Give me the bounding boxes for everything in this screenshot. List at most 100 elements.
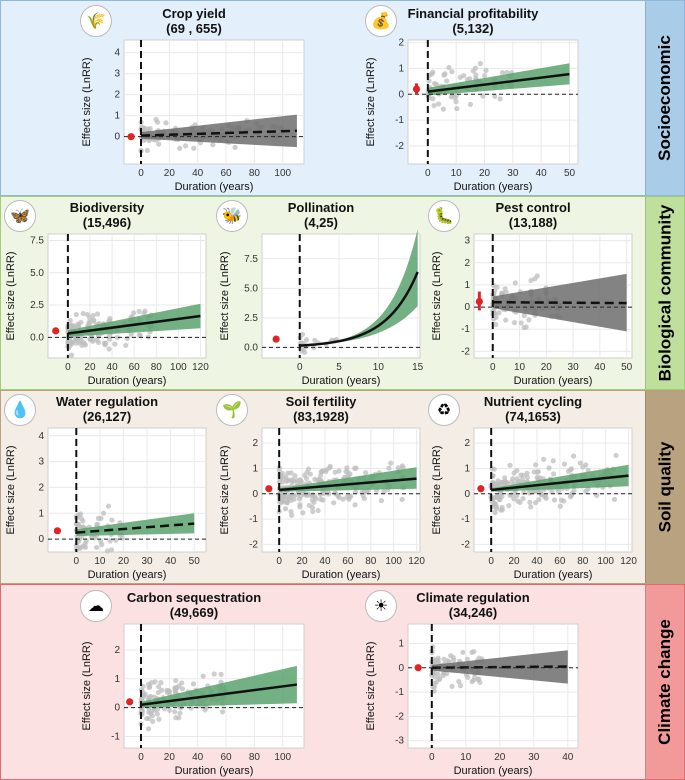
y-tick-label: 4 (114, 48, 120, 59)
data-point (112, 341, 118, 347)
data-point (72, 323, 78, 329)
data-point (332, 490, 338, 496)
data-point (520, 495, 526, 502)
panel-crop-yield: Crop yield (69 , 655) 0 20 40 60 80 100 0 1 2 3 4 Du… (78, 4, 310, 194)
data-point (583, 462, 589, 468)
y-tick-label: 2 (38, 482, 44, 493)
y-axis-title: Effect size (LnRR) (5, 445, 17, 534)
data-point (79, 342, 85, 348)
crop-yield-icon: 🌾 (80, 5, 112, 37)
data-point (524, 474, 531, 480)
data-point (471, 648, 477, 655)
data-point (453, 92, 460, 98)
data-point (348, 493, 354, 500)
data-point (352, 489, 359, 495)
y-axis-title: Effect size (LnRR) (365, 641, 377, 730)
data-point (503, 317, 509, 323)
data-point (156, 684, 162, 690)
x-tick-label: 60 (554, 556, 566, 567)
data-point (188, 705, 194, 711)
y-tick-label: 1 (114, 111, 120, 122)
data-point (502, 475, 508, 481)
soil-fertility-icon: 🌱 (216, 394, 248, 426)
y-tick-label: 0 (398, 663, 404, 674)
data-point (456, 678, 462, 685)
x-tick-label: 20 (84, 362, 96, 373)
data-point (161, 706, 168, 712)
data-point (436, 676, 443, 682)
x-tick-label: 10 (373, 362, 385, 373)
y-tick-label: 0 (464, 302, 470, 313)
fit-line (140, 683, 298, 706)
pollination-icon: 🐝 (216, 200, 248, 232)
data-point (200, 673, 206, 679)
data-point (511, 320, 518, 326)
data-point (512, 280, 518, 286)
band-label-soil: Soil quality (645, 391, 684, 583)
data-point (457, 683, 464, 689)
plot-area (261, 233, 421, 359)
y-tick-label: -2 (395, 711, 404, 722)
data-point (482, 73, 488, 79)
x-tick-label: 80 (365, 556, 377, 567)
data-point (378, 498, 384, 504)
data-point (211, 671, 217, 677)
data-point (441, 72, 447, 78)
data-point (282, 506, 289, 512)
data-point (440, 673, 446, 679)
data-point (73, 546, 80, 552)
x-tick-label: 40 (531, 556, 543, 567)
x-tick-label: 40 (165, 556, 177, 567)
data-point (144, 147, 150, 153)
y-tick-label: 7.5 (30, 235, 44, 246)
data-point (139, 707, 145, 713)
y-tick-label: 0 (38, 534, 44, 545)
x-tick-label: 40 (192, 752, 204, 763)
x-axis-title: Duration (years) (454, 181, 533, 193)
data-point (514, 476, 520, 482)
data-point (361, 495, 367, 502)
y-tick-label: 0 (114, 703, 120, 714)
x-tick-label: 20 (297, 556, 309, 567)
data-point (440, 106, 446, 112)
data-point (284, 494, 290, 500)
fit-line (279, 477, 417, 492)
fit-line (140, 129, 297, 137)
data-point (303, 337, 310, 343)
y-tick-label: -1 (249, 514, 258, 525)
effect-point (52, 327, 60, 335)
data-point (177, 145, 183, 152)
data-point (502, 286, 508, 292)
data-point (570, 453, 577, 459)
x-tick-label: 15 (412, 362, 424, 373)
data-point (506, 502, 512, 509)
data-point (106, 346, 112, 352)
y-axis-title: Effect size (LnRR) (219, 445, 231, 534)
fit-line (427, 72, 570, 93)
x-tick-label: 40 (594, 362, 606, 373)
data-point (279, 479, 285, 485)
data-point (289, 477, 295, 483)
y-tick-label: 2 (114, 645, 120, 656)
data-point (150, 718, 156, 724)
x-tick-label: 30 (141, 556, 153, 567)
y-tick-label: 2.5 (244, 313, 258, 324)
data-point (78, 319, 84, 325)
panel-water-regulation: Water regulation (26,127) 0 10 20 30 40 50 0 1 2 3… (2, 392, 212, 582)
data-point (100, 510, 107, 516)
data-point (532, 500, 539, 506)
effect-point (53, 527, 62, 535)
data-point (149, 713, 155, 719)
data-point (73, 311, 79, 318)
data-point (146, 709, 152, 715)
x-tick-label: 100 (597, 556, 614, 567)
data-point (381, 489, 387, 495)
biodiversity-icon: 🦋 (4, 200, 36, 232)
data-point (541, 456, 547, 462)
data-point (310, 492, 316, 498)
data-point (521, 312, 527, 319)
data-point (467, 76, 473, 82)
panel-financial-profitability: Financial profitability (5,132) 0 10 20 30 40… (362, 4, 584, 194)
y-tick-label: -2 (461, 539, 470, 550)
data-point (528, 504, 534, 510)
